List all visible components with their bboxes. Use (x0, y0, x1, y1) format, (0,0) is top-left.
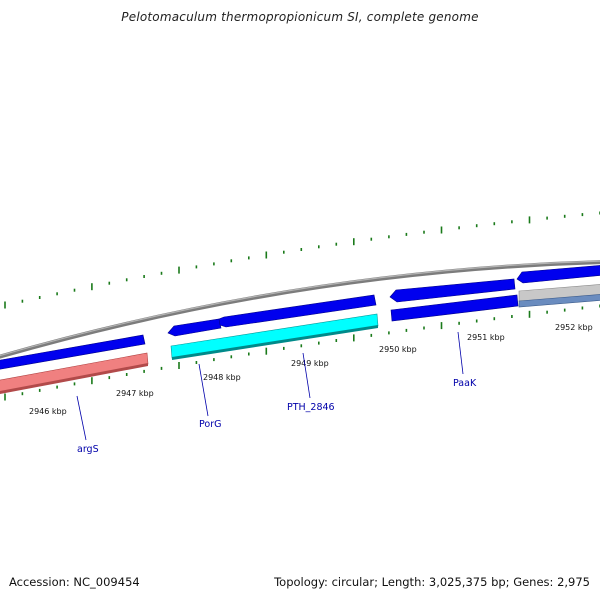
gene-labels: argS PorG PTH_2846 PaaK (77, 378, 477, 455)
reverse-gene-steel[interactable] (518, 294, 600, 308)
leader-line-PTH_2846 (302, 352, 311, 399)
reverse-genes (0, 284, 600, 395)
forward-gene[interactable] (0, 334, 146, 370)
accession-text: Accession: NC_009454 (9, 575, 140, 589)
forward-gene[interactable] (516, 265, 600, 284)
genome-backbone (0, 260, 600, 359)
scale-label: 2951 kbp (467, 333, 505, 342)
reverse-gene-cyan-shadow (172, 325, 378, 360)
forward-gene[interactable] (390, 294, 519, 322)
reverse-gene-cyan[interactable] (170, 313, 379, 359)
scale-label: 2952 kbp (555, 323, 593, 332)
genome-backbone-highlight (0, 260, 600, 357)
scale-labels: 2946 kbp 2947 kbp 2948 kbp 2949 kbp 2950… (29, 323, 593, 416)
gene-label-argS[interactable]: argS (77, 444, 99, 455)
gene-label-PorG[interactable]: PorG (199, 419, 221, 430)
reverse-gene-argS-shadow (0, 363, 148, 395)
scale-label: 2949 kbp (291, 359, 329, 368)
genome-title: Pelotomaculum thermopropionicum SI, comp… (121, 10, 479, 24)
forward-gene[interactable] (167, 318, 222, 337)
scale-label: 2950 kbp (379, 345, 417, 354)
forward-gene[interactable] (389, 278, 516, 303)
scale-label: 2947 kbp (116, 389, 154, 398)
forward-gene[interactable] (218, 294, 377, 328)
genome-summary-text: Topology: circular; Length: 3,025,375 bp… (274, 575, 590, 589)
gene-leader-lines (76, 331, 464, 441)
leader-line-argS (76, 395, 87, 441)
scale-label: 2946 kbp (29, 407, 67, 416)
forward-genes (0, 265, 600, 370)
leader-line-PaaK (457, 331, 464, 375)
gene-label-PTH_2846[interactable]: PTH_2846 (287, 402, 335, 413)
lower-tick-row (4, 304, 600, 401)
upper-tick-row (4, 211, 600, 309)
scale-label: 2948 kbp (203, 373, 241, 382)
leader-line-PorG (198, 363, 209, 417)
gene-label-PaaK[interactable]: PaaK (453, 378, 477, 389)
